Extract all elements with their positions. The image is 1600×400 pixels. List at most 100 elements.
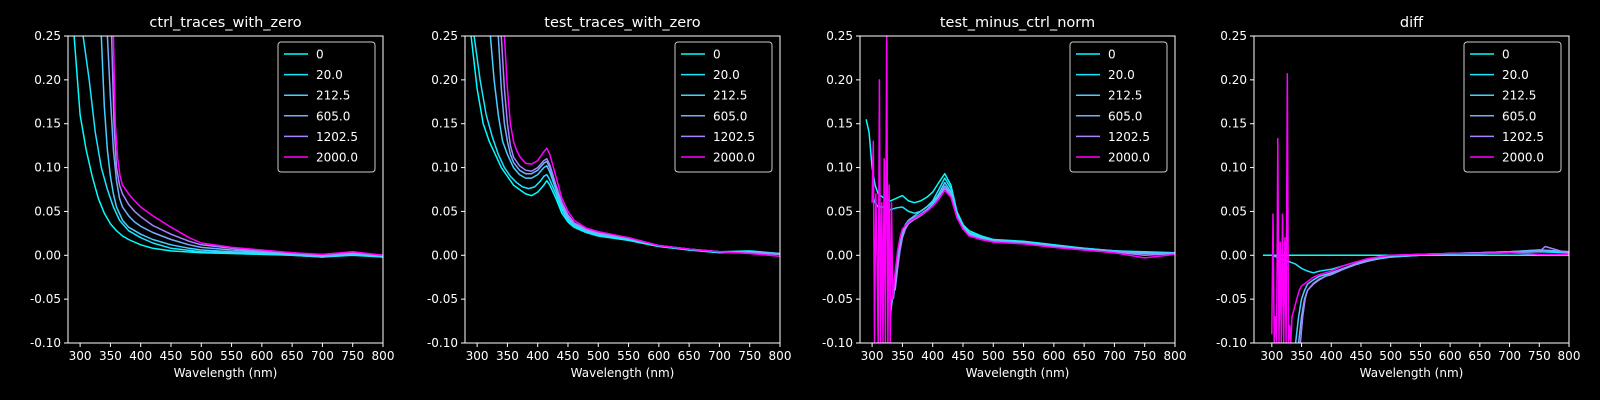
legend-label: 605.0 (316, 109, 350, 123)
y-tick-label: 0.10 (826, 161, 853, 175)
x-axis-label: Wavelength (nm) (174, 366, 278, 380)
legend-label: 2000.0 (1108, 151, 1150, 165)
series-line-212-5 (100, 36, 383, 258)
legend-label: 0 (1108, 48, 1116, 62)
y-tick-label: -0.10 (822, 336, 853, 350)
x-tick-label: 750 (1528, 349, 1551, 363)
legend: 0 20.0 212.5 605.0 1202.5 2000.0 (674, 41, 773, 173)
x-tick-label: 400 (921, 349, 944, 363)
x-tick-label: 600 (250, 349, 273, 363)
chart-panel-2: 300 350 400 450 500 550 600 650 700 750 800 -0.10 -0… (427, 15, 792, 380)
legend-label: 0 (1502, 48, 1510, 62)
y-tick-label: 0.10 (1220, 161, 1247, 175)
x-tick-label: 550 (1409, 349, 1432, 363)
x-tick-label: 350 (891, 349, 914, 363)
x-tick-label: 600 (1439, 349, 1462, 363)
legend-label: 2000.0 (316, 151, 358, 165)
x-tick-label: 650 (678, 349, 701, 363)
series-group (865, 36, 1175, 343)
x-tick-label: 700 (1103, 349, 1126, 363)
series-line-1202-5 (1299, 245, 1569, 343)
y-tick-label: 0.05 (431, 204, 458, 218)
legend-label: 605.0 (713, 109, 747, 123)
x-tick-label: 550 (617, 349, 640, 363)
x-tick-label: 400 (526, 349, 549, 363)
x-tick-label: 650 (1073, 349, 1096, 363)
chart-panel-1: 300 350 400 450 500 550 600 650 700 750 800 -0.10 -0… (30, 15, 395, 380)
x-axis-label: Wavelength (nm) (1360, 366, 1464, 380)
axes-frame (67, 35, 384, 344)
legend-label: 1202.5 (316, 130, 358, 144)
series-line-2000-0 (871, 36, 1175, 343)
chart-title: ctrl_traces_with_zero (149, 15, 301, 31)
legend-label: 2000.0 (1502, 151, 1544, 165)
x-tick-label: 400 (129, 349, 152, 363)
series-line-212-5 (889, 181, 1175, 317)
series-line-605-0 (106, 36, 383, 257)
y-tick-label: 0.20 (34, 73, 61, 87)
chart-panel-3: 300 350 400 450 500 550 600 650 700 750 800 -0.10 -0… (822, 15, 1187, 380)
x-tick-label: 800 (372, 349, 395, 363)
axes-frame (859, 35, 1176, 344)
axes-frame (1253, 35, 1570, 344)
y-tick-label: 0.05 (826, 204, 853, 218)
x-tick-label: 500 (587, 349, 610, 363)
x-tick-label: 800 (1164, 349, 1187, 363)
x-tick-label: 600 (1042, 349, 1065, 363)
y-tick-label: -0.10 (30, 336, 61, 350)
legend-label: 605.0 (1108, 109, 1142, 123)
y-tick-label: 0.00 (826, 248, 853, 262)
series-group (470, 36, 780, 257)
y-tick-label: -0.10 (1216, 336, 1247, 350)
legend-label: 1202.5 (1502, 130, 1544, 144)
y-tick-label: 0.10 (34, 161, 61, 175)
x-tick-label: 750 (341, 349, 364, 363)
x-tick-label: 500 (190, 349, 213, 363)
x-tick-label: 500 (982, 349, 1005, 363)
legend-label: 2000.0 (713, 151, 755, 165)
y-tick-label: 0.15 (826, 117, 853, 131)
x-tick-label: 450 (557, 349, 580, 363)
y-tick-label: 0.00 (34, 248, 61, 262)
x-tick-label: 650 (1468, 349, 1491, 363)
legend-label: 605.0 (1502, 109, 1536, 123)
y-tick-label: -0.05 (1216, 292, 1247, 306)
chart-title: diff (1400, 15, 1424, 31)
y-tick-label: 0.20 (1220, 73, 1247, 87)
x-tick-label: 600 (647, 349, 670, 363)
legend-label: 212.5 (316, 89, 350, 103)
legend-label: 0 (713, 48, 721, 62)
x-tick-label: 300 (466, 349, 489, 363)
y-tick-label: -0.05 (822, 292, 853, 306)
series-line-2000-0 (503, 36, 780, 257)
x-tick-label: 800 (1558, 349, 1581, 363)
x-tick-label: 300 (1260, 349, 1283, 363)
x-tick-label: 550 (220, 349, 243, 363)
y-tick-label: 0.00 (1220, 248, 1247, 262)
series-group (1262, 72, 1569, 343)
y-tick-label: 0.25 (826, 29, 853, 43)
x-tick-label: 750 (738, 349, 761, 363)
legend: 0 20.0 212.5 605.0 1202.5 2000.0 (1463, 41, 1562, 173)
legend-label: 20.0 (316, 68, 343, 82)
x-tick-label: 500 (1379, 349, 1402, 363)
series-group (73, 36, 383, 258)
x-tick-label: 700 (1498, 349, 1521, 363)
legend-label: 20.0 (1502, 68, 1529, 82)
y-tick-label: 0.25 (431, 29, 458, 43)
legend-label: 212.5 (713, 89, 747, 103)
chart-title: test_minus_ctrl_norm (940, 15, 1095, 31)
x-tick-label: 650 (281, 349, 304, 363)
y-tick-label: 0.05 (34, 204, 61, 218)
chart-panel-4: 300 350 400 450 500 550 600 650 700 750 800 -0.10 -0… (1216, 15, 1581, 380)
legend-label: 212.5 (1108, 89, 1142, 103)
x-tick-label: 450 (160, 349, 183, 363)
y-tick-label: 0.05 (1220, 204, 1247, 218)
x-axis-label: Wavelength (nm) (966, 366, 1070, 380)
series-line-2000-0 (1271, 72, 1569, 343)
x-tick-label: 450 (952, 349, 975, 363)
chart-title: test_traces_with_zero (544, 15, 701, 31)
y-tick-label: -0.10 (427, 336, 458, 350)
legend-label: 1202.5 (713, 130, 755, 144)
